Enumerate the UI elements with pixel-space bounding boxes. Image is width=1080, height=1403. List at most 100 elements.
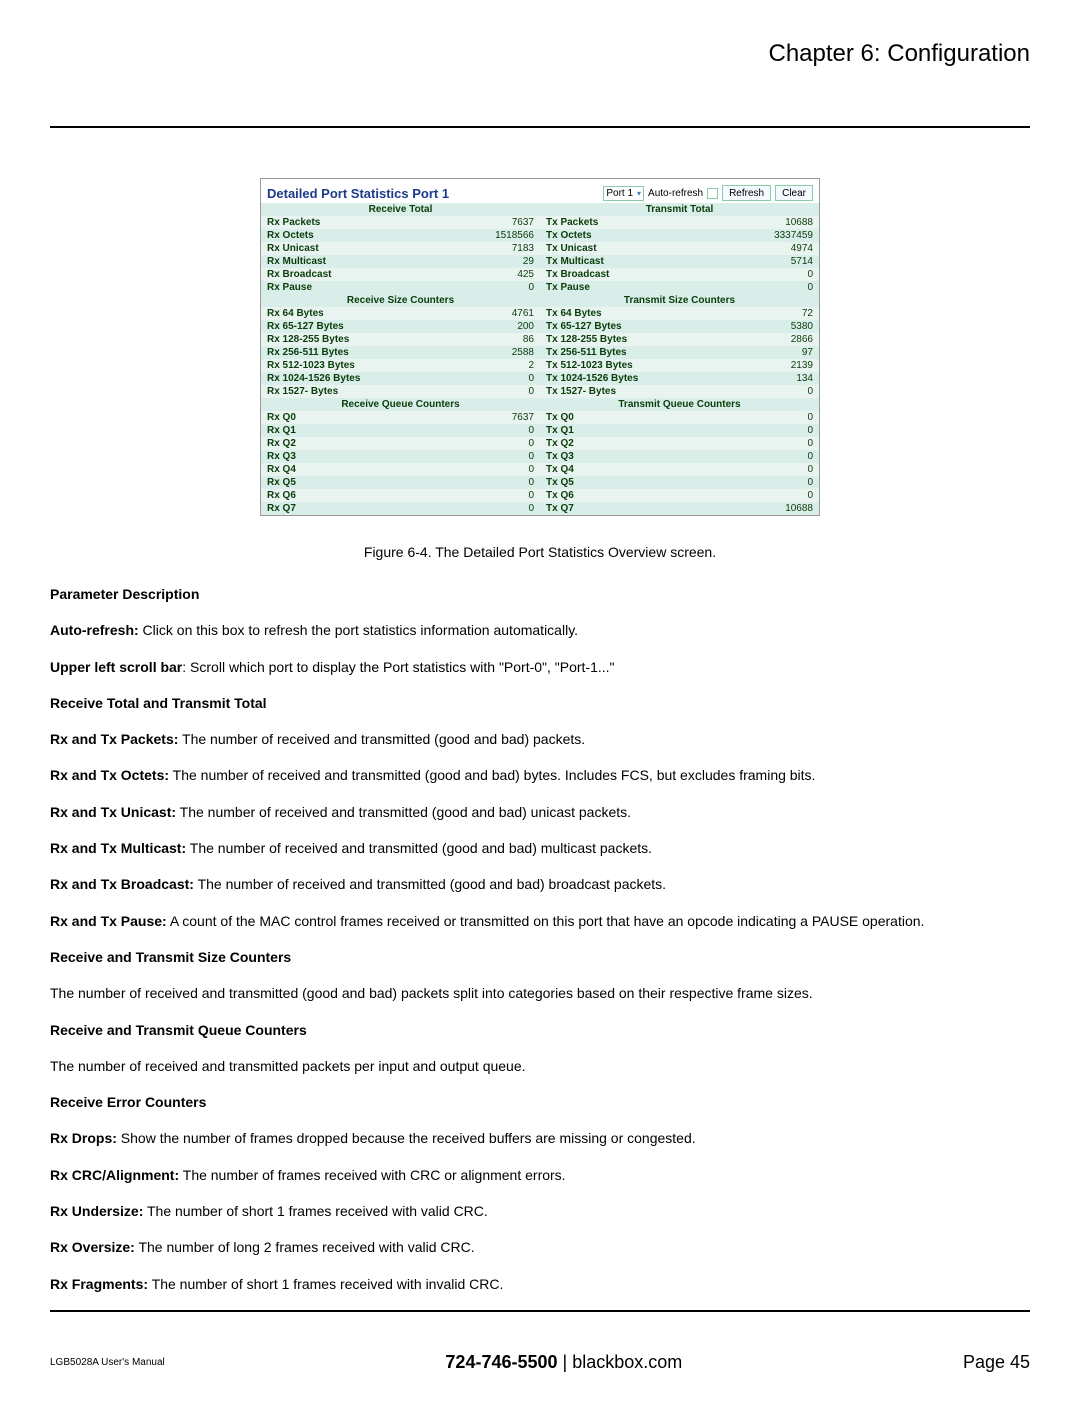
rx-tx-packets-desc: The number of received and transmitted (… xyxy=(178,731,585,747)
stat-row: Rx Octets1518566Tx Octets3337459 xyxy=(261,229,819,242)
rx-oversize-desc: The number of long 2 frames received wit… xyxy=(135,1239,475,1255)
rx-tx-multicast-term: Rx and Tx Multicast: xyxy=(50,840,186,856)
stat-row: Rx Q10Tx Q10 xyxy=(261,424,819,437)
stat-row: Rx Q50Tx Q50 xyxy=(261,476,819,489)
rx-label: Rx 256-511 Bytes xyxy=(261,346,424,359)
tx-value: 0 xyxy=(703,411,819,424)
rx-value: 86 xyxy=(424,333,540,346)
port-select-value: Port 1 xyxy=(606,188,633,199)
section-header-left: Receive Queue Counters xyxy=(261,398,540,411)
rx-label: Rx Q2 xyxy=(261,437,424,450)
rx-value: 2 xyxy=(424,359,540,372)
rx-tx-unicast-term: Rx and Tx Unicast: xyxy=(50,804,176,820)
tx-value: 134 xyxy=(703,372,819,385)
stat-row: Rx Q60Tx Q60 xyxy=(261,489,819,502)
auto-refresh-desc: Click on this box to refresh the port st… xyxy=(139,622,578,638)
section-header-right: Transmit Total xyxy=(540,203,819,216)
rx-label: Rx Q3 xyxy=(261,450,424,463)
clear-button[interactable]: Clear xyxy=(775,185,813,201)
stat-row: Rx 512-1023 Bytes2Tx 512-1023 Bytes2139 xyxy=(261,359,819,372)
tx-label: Tx Q0 xyxy=(540,411,703,424)
stat-row: Rx Q30Tx Q30 xyxy=(261,450,819,463)
size-counters-heading: Receive and Transmit Size Counters xyxy=(50,949,291,965)
stat-row: Rx Unicast7183Tx Unicast4974 xyxy=(261,242,819,255)
tx-label: Tx Q4 xyxy=(540,463,703,476)
rx-value: 4761 xyxy=(424,307,540,320)
rx-undersize-desc: The number of short 1 frames received wi… xyxy=(143,1203,487,1219)
section-header-right: Transmit Queue Counters xyxy=(540,398,819,411)
rx-value: 0 xyxy=(424,372,540,385)
rx-value: 2588 xyxy=(424,346,540,359)
rx-value: 1518566 xyxy=(424,229,540,242)
section-header-row: Receive Size CountersTransmit Size Count… xyxy=(261,294,819,307)
rx-drops-desc: Show the number of frames dropped becaus… xyxy=(117,1130,696,1146)
stat-row: Rx Packets7637Tx Packets10688 xyxy=(261,216,819,229)
tx-value: 10688 xyxy=(703,502,819,515)
footer-site: blackbox.com xyxy=(572,1352,682,1372)
rx-label: Rx Q5 xyxy=(261,476,424,489)
stat-row: Rx Q70Tx Q710688 xyxy=(261,502,819,515)
rx-crc-term: Rx CRC/Alignment: xyxy=(50,1167,179,1183)
port-select[interactable]: Port 1 ▾ xyxy=(603,186,644,201)
rx-label: Rx 1527- Bytes xyxy=(261,385,424,398)
stat-row: Rx Pause0Tx Pause0 xyxy=(261,281,819,294)
tx-value: 0 xyxy=(703,489,819,502)
stat-row: Rx Broadcast425Tx Broadcast0 xyxy=(261,268,819,281)
tx-value: 0 xyxy=(703,385,819,398)
tx-label: Tx 256-511 Bytes xyxy=(540,346,703,359)
section-header-right: Transmit Size Counters xyxy=(540,294,819,307)
auto-refresh-term: Auto-refresh: xyxy=(50,622,139,638)
rx-value: 0 xyxy=(424,437,540,450)
chevron-down-icon: ▾ xyxy=(637,189,641,198)
rx-tx-broadcast-term: Rx and Tx Broadcast: xyxy=(50,876,194,892)
footer-contact: 724-746-5500 | blackbox.com xyxy=(445,1352,682,1373)
footer-phone: 724-746-5500 xyxy=(445,1352,557,1372)
tx-label: Tx Q7 xyxy=(540,502,703,515)
rx-label: Rx 128-255 Bytes xyxy=(261,333,424,346)
tx-value: 72 xyxy=(703,307,819,320)
tx-label: Tx Packets xyxy=(540,216,703,229)
auto-refresh-checkbox[interactable] xyxy=(707,188,718,199)
receive-error-heading: Receive Error Counters xyxy=(50,1094,206,1110)
queue-counters-heading: Receive and Transmit Queue Counters xyxy=(50,1022,307,1038)
tx-label: Tx 128-255 Bytes xyxy=(540,333,703,346)
tx-value: 97 xyxy=(703,346,819,359)
tx-label: Tx 64 Bytes xyxy=(540,307,703,320)
section-header-left: Receive Size Counters xyxy=(261,294,540,307)
rx-tx-octets-desc: The number of received and transmitted (… xyxy=(169,767,815,783)
stat-row: Rx Multicast29Tx Multicast5714 xyxy=(261,255,819,268)
refresh-button[interactable]: Refresh xyxy=(722,185,771,201)
tx-value: 2139 xyxy=(703,359,819,372)
rx-label: Rx Q1 xyxy=(261,424,424,437)
rx-value: 425 xyxy=(424,268,540,281)
rx-undersize-term: Rx Undersize: xyxy=(50,1203,143,1219)
rx-value: 7637 xyxy=(424,216,540,229)
tx-label: Tx Unicast xyxy=(540,242,703,255)
tx-value: 10688 xyxy=(703,216,819,229)
rx-fragments-desc: The number of short 1 frames received wi… xyxy=(148,1276,503,1292)
rx-label: Rx Multicast xyxy=(261,255,424,268)
tx-value: 0 xyxy=(703,437,819,450)
auto-refresh-label: Auto-refresh xyxy=(648,188,703,199)
footer-manual-name: LGB5028A User's Manual xyxy=(50,1357,165,1368)
rx-label: Rx Q4 xyxy=(261,463,424,476)
rx-value: 29 xyxy=(424,255,540,268)
tx-label: Tx Q5 xyxy=(540,476,703,489)
tx-label: Tx Q1 xyxy=(540,424,703,437)
footer-sep: | xyxy=(558,1352,573,1372)
tx-value: 2866 xyxy=(703,333,819,346)
rx-label: Rx Octets xyxy=(261,229,424,242)
rx-value: 0 xyxy=(424,463,540,476)
tx-label: Tx 1527- Bytes xyxy=(540,385,703,398)
rx-label: Rx Q6 xyxy=(261,489,424,502)
rx-label: Rx 1024-1526 Bytes xyxy=(261,372,424,385)
rx-value: 0 xyxy=(424,281,540,294)
rx-value: 0 xyxy=(424,476,540,489)
footer-page-number: Page 45 xyxy=(963,1352,1030,1373)
rx-tx-octets-term: Rx and Tx Octets: xyxy=(50,767,169,783)
tx-label: Tx Pause xyxy=(540,281,703,294)
tx-value: 0 xyxy=(703,268,819,281)
rx-label: Rx Q7 xyxy=(261,502,424,515)
rx-drops-term: Rx Drops: xyxy=(50,1130,117,1146)
section-header-left: Receive Total xyxy=(261,203,540,216)
